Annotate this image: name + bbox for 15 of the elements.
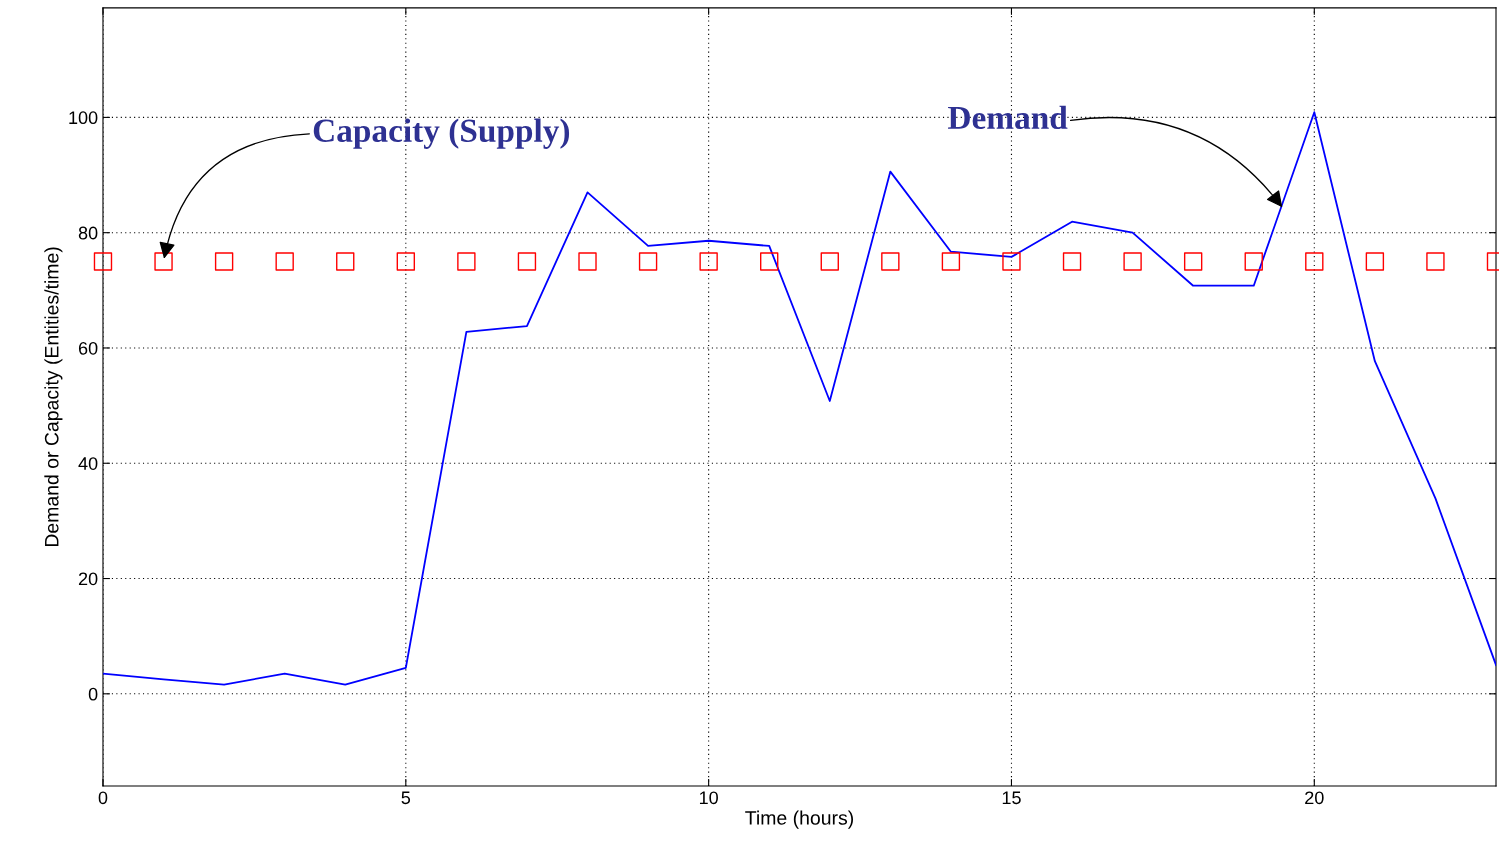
annotation: Demand [948, 105, 1068, 130]
y-tick-label: 0 [88, 687, 98, 701]
x-tick-label: 20 [1305, 791, 1324, 805]
x-axis-title: Time (hours) [745, 810, 854, 829]
x-tick-label: 15 [1002, 791, 1021, 805]
y-tick-label: 40 [78, 457, 98, 470]
y-tick-label: 20 [78, 572, 98, 586]
y-tick-label: 100 [69, 111, 98, 125]
x-tick-label: 5 [401, 791, 411, 805]
y-tick-label: 80 [78, 226, 98, 240]
x-tick-label: 0 [98, 791, 108, 805]
y-axis-title: Demand or Capacity (Entities/time) [44, 247, 63, 547]
y-tick-label: 60 [78, 341, 98, 355]
x-tick-label: 10 [699, 791, 718, 805]
annotation: Capacity (Supply) [313, 118, 570, 149]
